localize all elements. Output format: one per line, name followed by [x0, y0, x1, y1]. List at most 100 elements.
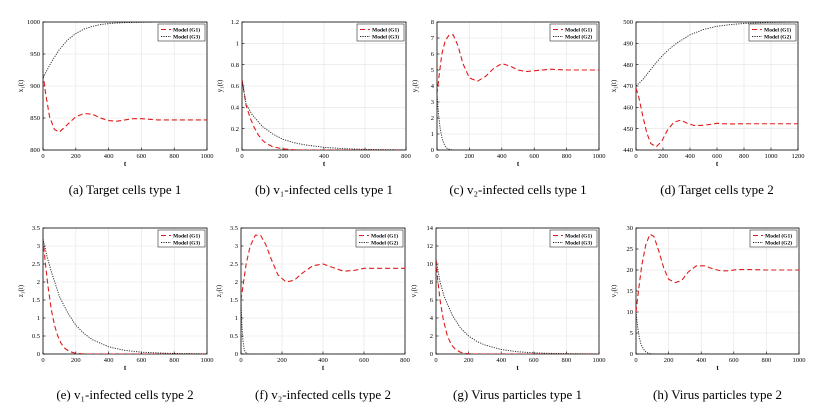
legend-entry: Model (G1): [565, 27, 592, 34]
x-tick-label: 0: [41, 357, 44, 364]
x-axis-label: t: [716, 160, 719, 168]
series-line-2: [242, 79, 406, 150]
y-tick-label: 14: [427, 225, 434, 232]
legend-entry: Model (G1): [173, 233, 200, 240]
series-line-2: [436, 259, 599, 354]
legend: Model (G1)Model (G3): [157, 229, 206, 248]
legend-entry: Model (G1): [371, 233, 398, 240]
legend-entry: Model (G1): [173, 27, 200, 34]
legend-entry: Model (G1): [372, 27, 399, 34]
y-tick-label: 440: [623, 147, 633, 154]
x-tick-label: 1000: [793, 357, 806, 364]
x-tick-label: 0: [434, 357, 437, 364]
chart-panel-c: 0 200 400 600 800 1000 0 1 2 3 4 5 6 7 8 t y₂(t) Model (G…: [411, 19, 606, 197]
y-tick-label: 4: [431, 83, 435, 90]
y-axis-label: y₁(t): [216, 79, 224, 92]
y-tick-label: 7: [431, 35, 435, 42]
x-tick-label: 0: [634, 357, 637, 364]
y-axis-label: x₁(t): [17, 79, 25, 92]
y-tick-label: 3.5: [32, 225, 40, 232]
y-tick-label: 3: [37, 243, 40, 250]
legend-box: [549, 23, 598, 42]
y-tick-label: 450: [623, 126, 633, 133]
y-tick-label: 4: [430, 315, 434, 322]
x-tick-label: 600: [359, 357, 369, 364]
legend-entry: Model (G3): [372, 34, 399, 41]
x-tick-label: 600: [137, 357, 147, 364]
y-tick-label: 460: [623, 105, 633, 112]
y-tick-label: 0.5: [230, 333, 238, 340]
series-line-1: [636, 233, 799, 313]
x-tick-label: 400: [496, 357, 506, 364]
legend-box: [549, 229, 598, 248]
series-line-2: [43, 22, 207, 78]
y-axis-label: v₂(t): [610, 284, 618, 297]
x-axis-label: t: [124, 160, 127, 168]
x-tick-label: 1000: [593, 153, 606, 160]
x-tick-label: 1000: [593, 357, 606, 364]
y-tick-label: 2: [37, 279, 40, 286]
legend-box: [356, 23, 405, 42]
x-tick-label: 0: [239, 357, 242, 364]
y-tick-label: 1: [37, 315, 40, 322]
y-tick-label: 8: [430, 279, 433, 286]
y-tick-label: 500: [623, 19, 633, 26]
x-axis-label: t: [322, 364, 325, 372]
chart-panel-h: 0 200 400 600 800 1000 0 5 10 15 20 25 30 t v₂(t) Model…: [610, 225, 806, 402]
y-tick-label: 850: [30, 115, 40, 122]
series-line-1: [43, 238, 207, 354]
chart-panel-a: 0 200 400 600 800 1000 800 850 900 950 1000 t x₁(t) M…: [17, 19, 214, 197]
x-tick-label: 800: [169, 357, 179, 364]
x-tick-label: 200: [277, 357, 287, 364]
legend-entry: Model (G1): [764, 27, 791, 34]
x-tick-label: 200: [664, 357, 674, 364]
x-tick-label: 1200: [792, 153, 805, 160]
legend-entry: Model (G2): [765, 240, 792, 247]
y-tick-label: 900: [30, 83, 40, 90]
y-axis-label: y₂(t): [411, 79, 419, 92]
series-line-2: [636, 22, 798, 87]
legend-box: [157, 229, 206, 248]
x-tick-label: 400: [318, 357, 328, 364]
y-tick-label: 3: [235, 243, 238, 250]
panel-caption: (d) Target cells type 2: [660, 182, 773, 197]
chart-panel-f: 0 200 400 600 800 0 0.5 1 1.5 2 2.5 3 3.5 t z₂(t) Model…: [215, 225, 410, 402]
x-tick-label: 400: [685, 153, 695, 160]
series-line-1: [636, 87, 798, 148]
x-tick-label: 800: [762, 357, 772, 364]
legend-entry: Model (G2): [764, 34, 791, 41]
legend-box: [355, 229, 404, 248]
panel-caption: (b) v₁-infected cells type 1: [255, 182, 393, 197]
y-tick-label: 5: [431, 67, 434, 74]
legend-entry: Model (G2): [565, 34, 592, 41]
series-line-1: [437, 34, 599, 95]
legend: Model (G1)Model (G3): [356, 23, 405, 42]
y-tick-label: 25: [627, 246, 634, 253]
series-line-2: [437, 93, 599, 150]
x-tick-label: 600: [529, 357, 539, 364]
y-tick-label: 0: [630, 351, 633, 358]
y-tick-label: 1000: [27, 19, 40, 26]
x-tick-label: 200: [658, 153, 668, 160]
chart-panel-g: 0 200 400 600 800 1000 0 2 4 6 8 10 12 14 t v₁(t) Model …: [410, 225, 606, 402]
y-tick-label: 0.2: [231, 126, 239, 133]
y-tick-label: 12: [427, 243, 434, 250]
x-axis-label: t: [517, 160, 520, 168]
y-tick-label: 10: [427, 261, 434, 268]
y-tick-label: 2: [430, 333, 433, 340]
legend: Model (G1)Model (G3): [157, 23, 206, 42]
legend: Model (G1)Model (G2): [549, 23, 598, 42]
series-line-1: [43, 73, 207, 133]
y-tick-label: 0.5: [32, 333, 40, 340]
legend-entry: Model (G3): [565, 240, 592, 247]
panel-caption: (a) Target cells type 1: [69, 182, 182, 197]
x-tick-label: 800: [562, 153, 572, 160]
x-tick-label: 0: [435, 153, 438, 160]
x-tick-label: 1000: [201, 357, 214, 364]
y-tick-label: 2: [235, 279, 238, 286]
y-tick-label: 0: [431, 147, 434, 154]
y-tick-label: 15: [627, 288, 634, 295]
y-tick-label: 10: [627, 309, 634, 316]
x-tick-label: 200: [71, 153, 81, 160]
